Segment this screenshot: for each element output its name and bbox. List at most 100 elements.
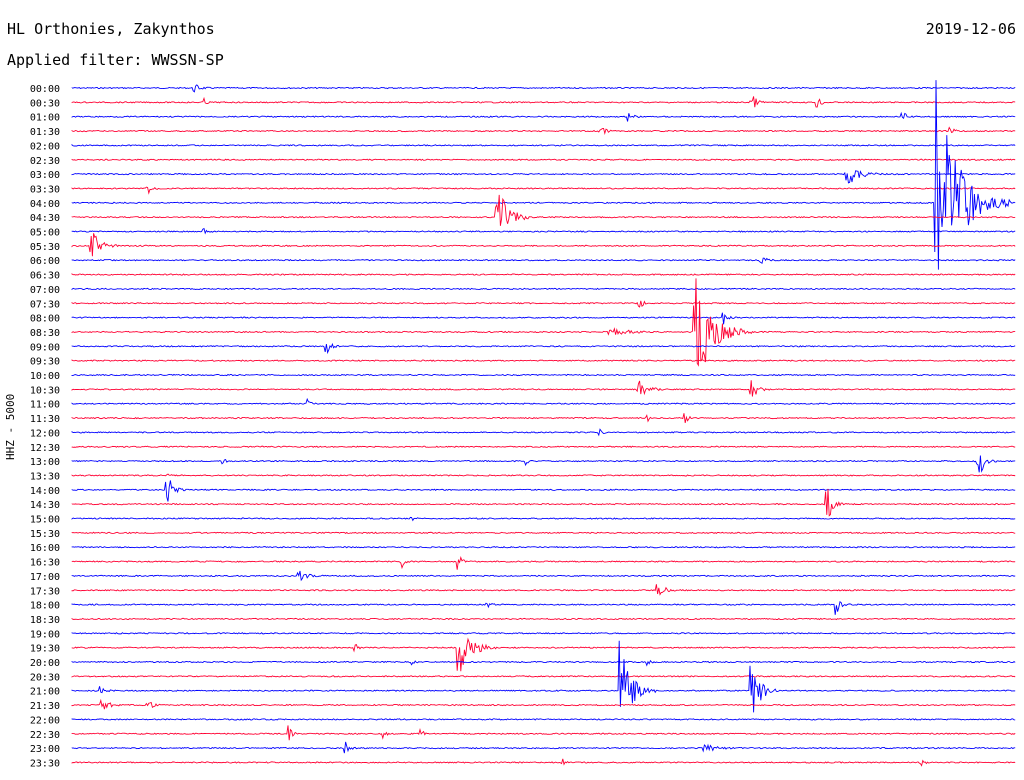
trace-row: [71, 741, 1016, 754]
row-time-label: 04:00: [30, 199, 60, 210]
row-time-label: 10:00: [30, 371, 60, 382]
row-time-label: 09:30: [30, 357, 60, 368]
trace-row: [71, 278, 1016, 367]
row-time-label: 01:00: [30, 113, 60, 124]
row-time-label: 01:30: [30, 127, 60, 138]
filter-subtitle: Applied filter: WWSSN-SP: [7, 51, 224, 69]
row-time-label: 18:00: [30, 601, 60, 612]
trace-row: [71, 96, 1016, 108]
date-label: 2019-12-06: [925, 20, 1016, 38]
trace-row: [71, 257, 1016, 265]
trace-row: [71, 194, 1016, 226]
row-time-label: 11:00: [30, 400, 60, 411]
row-time-label: 13:30: [30, 471, 60, 482]
trace-row: [71, 584, 1016, 596]
trace-row: [71, 170, 1016, 184]
trace-row: [71, 413, 1016, 424]
trace-row: [71, 80, 1016, 270]
row-time-label: 20:00: [30, 658, 60, 669]
row-time-label: 13:00: [30, 457, 60, 468]
trace-row: [71, 698, 1016, 710]
trace-row: [71, 373, 1016, 377]
row-time-label: 23:30: [30, 758, 60, 769]
row-time-label: 15:30: [30, 529, 60, 540]
row-time-label: 20:30: [30, 672, 60, 683]
row-time-label: 06:00: [30, 256, 60, 267]
trace-row: [71, 428, 1016, 437]
row-time-label: 21:00: [30, 687, 60, 698]
trace-row: [71, 158, 1016, 161]
trace-row: [71, 84, 1016, 93]
trace-row: [71, 546, 1016, 549]
row-time-label: 00:30: [30, 98, 60, 109]
row-time-label: 09:00: [30, 342, 60, 353]
trace-row: [71, 488, 1016, 517]
trace-row: [71, 273, 1016, 276]
row-time-label: 12:30: [30, 443, 60, 454]
row-time-label: 08:00: [30, 314, 60, 325]
trace-row: [71, 126, 1016, 136]
trace-row: [71, 397, 1016, 405]
trace-row: [71, 659, 1016, 667]
row-time-label: 23:00: [30, 744, 60, 755]
trace-row: [71, 718, 1016, 721]
station-title: HL Orthonies, Zakynthos: [7, 20, 215, 38]
row-time-label: 16:30: [30, 558, 60, 569]
trace-row: [71, 143, 1016, 147]
row-time-label: 04:30: [30, 213, 60, 224]
trace-row: [71, 617, 1016, 621]
row-time-label: 08:30: [30, 328, 60, 339]
trace-row: [71, 300, 1016, 308]
trace-row: [71, 555, 1016, 570]
trace-row: [71, 455, 1016, 473]
trace-row: [71, 601, 1016, 615]
row-time-label: 02:30: [30, 156, 60, 167]
row-time-label: 07:30: [30, 299, 60, 310]
trace-row: [71, 675, 1016, 678]
row-time-label: 17:00: [30, 572, 60, 583]
trace-row: [71, 473, 1016, 477]
row-time-label: 12:00: [30, 428, 60, 439]
row-time-label: 00:00: [30, 84, 60, 95]
trace-row: [71, 480, 1016, 502]
row-time-label: 22:00: [30, 715, 60, 726]
trace-row: [71, 758, 1016, 767]
row-time-label: 05:30: [30, 242, 60, 253]
trace-row: [71, 725, 1016, 741]
trace-row: [71, 531, 1016, 535]
trace-row: [71, 637, 1016, 672]
trace-row: [71, 227, 1016, 235]
trace-row: [71, 287, 1016, 291]
row-time-label: 18:30: [30, 615, 60, 626]
trace-row: [71, 570, 1016, 582]
row-time-label: 22:30: [30, 730, 60, 741]
trace-row: [71, 380, 1016, 397]
row-time-label: 19:00: [30, 629, 60, 640]
trace-row: [71, 186, 1016, 195]
row-time-label: 21:30: [30, 701, 60, 712]
trace-row: [71, 111, 1016, 122]
trace-row: [71, 632, 1016, 635]
row-time-label: 03:00: [30, 170, 60, 181]
row-time-label: 06:30: [30, 271, 60, 282]
trace-row: [71, 342, 1016, 355]
row-time-label: 03:30: [30, 184, 60, 195]
trace-row: [71, 640, 1016, 713]
trace-row: [71, 359, 1016, 362]
row-time-label: 14:00: [30, 486, 60, 497]
trace-row: [71, 312, 1016, 325]
row-time-label: 02:00: [30, 141, 60, 152]
row-time-label: 15:00: [30, 515, 60, 526]
trace-row: [71, 233, 1016, 257]
row-time-label: 19:30: [30, 644, 60, 655]
row-time-label: 11:30: [30, 414, 60, 425]
trace-row: [71, 445, 1016, 448]
row-time-label: 10:30: [30, 385, 60, 396]
row-time-label: 16:00: [30, 543, 60, 554]
row-time-label: 17:30: [30, 586, 60, 597]
row-time-label: 07:00: [30, 285, 60, 296]
trace-row: [71, 516, 1016, 522]
row-time-label: 14:30: [30, 500, 60, 511]
row-time-label: 05:00: [30, 228, 60, 239]
